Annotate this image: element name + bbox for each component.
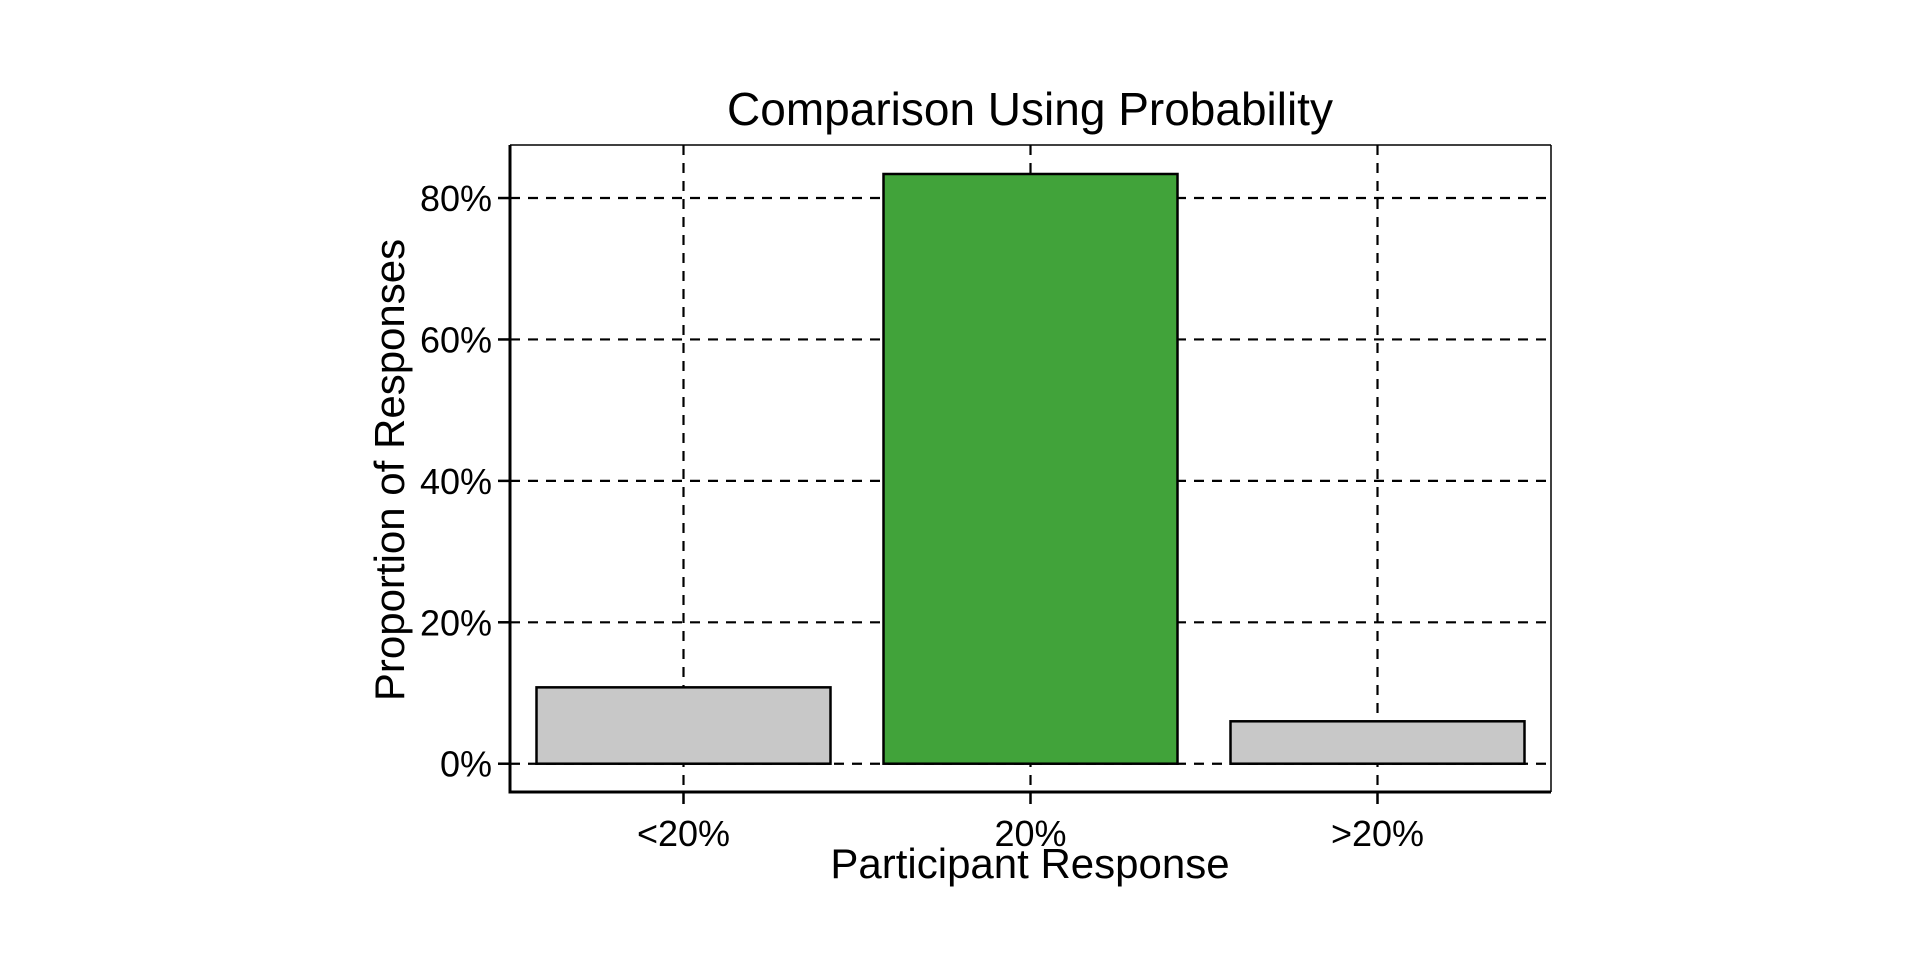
y-tick-label: 20% — [420, 602, 492, 643]
chart-title: Comparison Using Probability — [727, 83, 1333, 135]
x-tick-label: 20% — [994, 813, 1066, 854]
y-tick-label: 0% — [440, 744, 492, 785]
x-tick-label: <20% — [637, 813, 730, 854]
y-tick-label: 60% — [420, 319, 492, 360]
y-tick-label: 40% — [420, 461, 492, 502]
y-tick-label: 80% — [420, 178, 492, 219]
bar-3 — [1229, 720, 1526, 765]
x-tick-label: >20% — [1331, 813, 1424, 854]
x-axis-label: Participant Response — [830, 840, 1229, 887]
bar-2 — [882, 172, 1179, 765]
plot-area: 0% 20% 40% 60% 80% <20% 20% >20% — [420, 144, 1552, 854]
bar-1 — [535, 686, 832, 765]
y-axis-label: Proportion of Responses — [366, 239, 413, 701]
